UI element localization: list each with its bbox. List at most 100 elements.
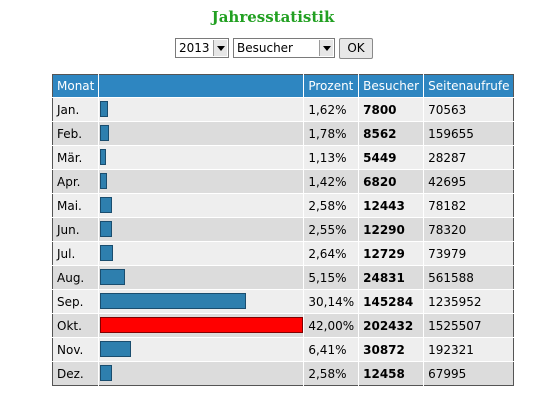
year-select[interactable]: 2013 [175,38,229,58]
year-select-value: 2013 [179,41,210,55]
percent-cell: 5,15% [303,265,360,290]
bar-track [99,314,304,337]
pageviews-cell: 561588 [423,265,514,290]
share-bar [100,101,109,117]
page-title: Jahresstatistik [211,8,335,26]
metric-select-value: Besucher [237,41,293,55]
table-row: Mär. 1,13% 5449 28287 [52,145,514,170]
pageviews-cell: 73979 [423,241,514,266]
share-bar [100,317,304,333]
bar-track [99,338,303,361]
percent-cell: 1,13% [303,145,360,170]
bar-cell [98,145,305,170]
chevron-down-icon[interactable] [213,40,227,56]
header-percent: Prozent [303,74,360,98]
month-cell: Jun. [52,217,100,242]
bar-cell [98,265,305,290]
visitors-cell: 12290 [358,217,425,242]
pageviews-cell: 28287 [423,145,514,170]
table-header-row: Monat Prozent Besucher Seitenaufrufe [52,74,514,98]
chevron-down-icon[interactable] [319,40,333,56]
month-cell: Sep. [52,289,100,314]
month-cell: Aug. [52,265,100,290]
pageviews-cell: 159655 [423,121,514,146]
bar-track [99,98,303,121]
visitors-cell: 12443 [358,193,425,218]
pageviews-cell: 1235952 [423,289,514,314]
table-row: Dez. 2,58% 12458 67995 [52,361,514,386]
pageviews-cell: 1525507 [423,313,514,338]
visitors-cell: 12458 [358,361,425,386]
table-row: Okt. 42,00% 202432 1525507 [52,313,514,338]
month-cell: Okt. [52,313,100,338]
share-bar [100,197,113,213]
percent-cell: 1,62% [303,97,360,122]
pageviews-cell: 67995 [423,361,514,386]
month-cell: Feb. [52,121,100,146]
statistics-table: Monat Prozent Besucher Seitenaufrufe Jan… [52,74,515,386]
bar-track [99,242,303,265]
visitors-cell: 30872 [358,337,425,362]
visitors-cell: 8562 [358,121,425,146]
bar-track [99,194,303,217]
table-row: Aug. 5,15% 24831 561588 [52,265,514,290]
bar-cell [98,217,305,242]
pageviews-cell: 78182 [423,193,514,218]
percent-cell: 2,58% [303,361,360,386]
metric-select[interactable]: Besucher [233,38,335,58]
month-cell: Nov. [52,337,100,362]
percent-cell: 1,78% [303,121,360,146]
month-cell: Jan. [52,97,100,122]
pageviews-cell: 192321 [423,337,514,362]
table-row: Jun. 2,55% 12290 78320 [52,217,514,242]
visitors-cell: 24831 [358,265,425,290]
table-row: Mai. 2,58% 12443 78182 [52,193,514,218]
table-row: Jan. 1,62% 7800 70563 [52,97,514,122]
header-month: Monat [52,74,100,98]
share-bar [100,365,113,381]
visitors-cell: 6820 [358,169,425,194]
share-bar [100,245,114,261]
bar-track [99,266,303,289]
percent-cell: 6,41% [303,337,360,362]
percent-cell: 42,00% [303,313,360,338]
pageviews-cell: 78320 [423,217,514,242]
table-body: Jan. 1,62% 7800 70563 Feb. 1,78% 8562 159655 Mär… [52,97,514,386]
bar-track [99,170,303,193]
visitors-cell: 145284 [358,289,425,314]
bar-cell [98,121,305,146]
table-row: Jul. 2,64% 12729 73979 [52,241,514,266]
ok-button[interactable]: OK [339,38,373,59]
bar-cell [98,169,305,194]
bar-cell [98,313,305,338]
bar-track [99,218,303,241]
header-pageviews: Seitenaufrufe [423,74,514,98]
bar-cell [98,361,305,386]
percent-cell: 30,14% [303,289,360,314]
share-bar [100,125,110,141]
percent-cell: 2,64% [303,241,360,266]
month-cell: Jul. [52,241,100,266]
bar-cell [98,97,305,122]
visitors-cell: 202432 [358,313,425,338]
share-bar [100,221,113,237]
bar-cell [98,193,305,218]
month-cell: Mai. [52,193,100,218]
percent-cell: 2,55% [303,217,360,242]
table-row: Feb. 1,78% 8562 159655 [52,121,514,146]
bar-cell [98,241,305,266]
percent-cell: 2,58% [303,193,360,218]
table-row: Apr. 1,42% 6820 42695 [52,169,514,194]
bar-track [99,146,303,169]
table-row: Sep. 30,14% 145284 1235952 [52,289,514,314]
share-bar [100,173,108,189]
percent-cell: 1,42% [303,169,360,194]
visitors-cell: 7800 [358,97,425,122]
pageviews-cell: 42695 [423,169,514,194]
month-cell: Mär. [52,145,100,170]
share-bar [100,149,107,165]
table-row: Nov. 6,41% 30872 192321 [52,337,514,362]
visitors-cell: 5449 [358,145,425,170]
header-visitors: Besucher [358,74,425,98]
visitors-cell: 12729 [358,241,425,266]
